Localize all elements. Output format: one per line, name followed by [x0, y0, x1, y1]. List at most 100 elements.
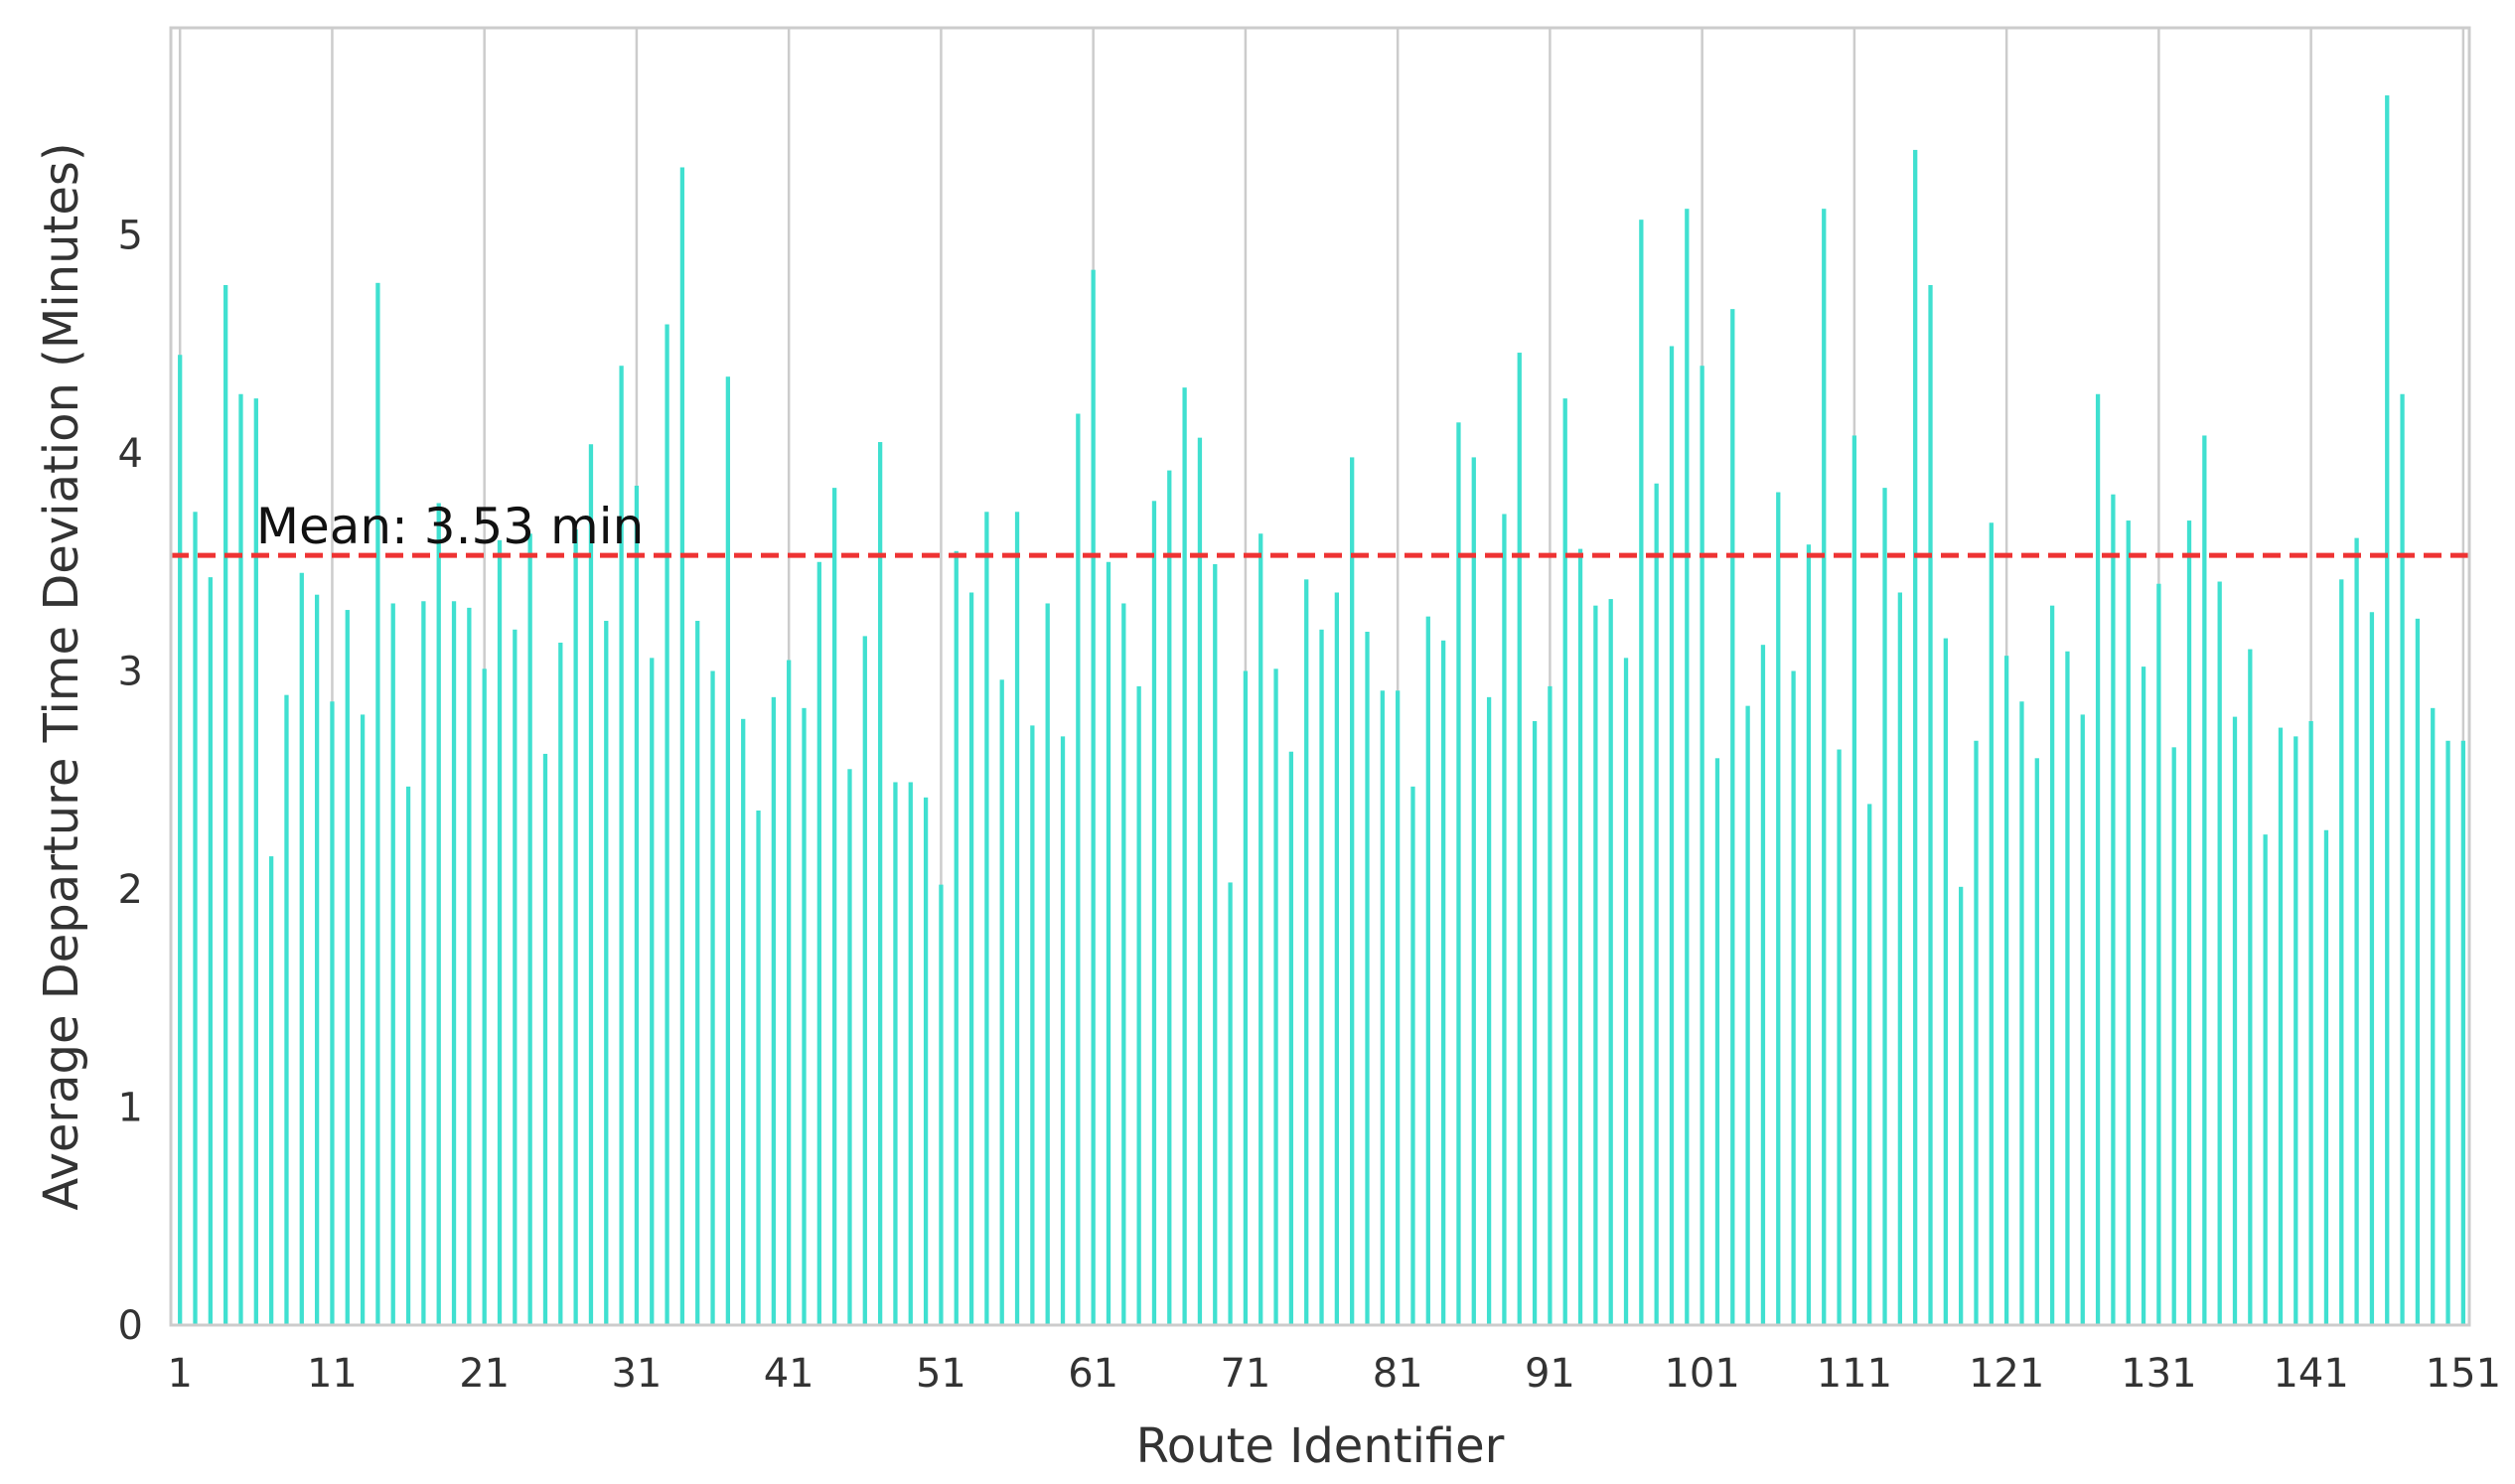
bar-route-114	[1897, 592, 1903, 1325]
bar-route-25	[542, 753, 548, 1325]
bar-route-89	[1517, 353, 1522, 1326]
bar-route-77	[1334, 592, 1340, 1325]
bar-route-39	[756, 810, 761, 1325]
bar-route-151	[2460, 740, 2466, 1325]
bar-route-107	[1791, 670, 1796, 1325]
bar-route-29	[604, 621, 609, 1325]
bar-route-138	[2263, 834, 2268, 1325]
bar-route-2	[193, 512, 198, 1325]
bar-route-99	[1669, 346, 1675, 1325]
x-tick-label-31: 31	[611, 1351, 662, 1397]
bar-route-66	[1167, 470, 1172, 1325]
bar-route-85	[1456, 422, 1461, 1326]
bar-route-61	[1091, 269, 1096, 1325]
bar-route-37	[725, 376, 731, 1326]
bar-route-144	[2354, 537, 2359, 1325]
x-tick-label-111: 111	[1817, 1351, 1892, 1397]
bar-route-147	[2400, 393, 2405, 1325]
bar-route-81	[1396, 690, 1401, 1325]
bar-route-98	[1654, 483, 1659, 1325]
bar-route-1	[178, 355, 183, 1326]
bar-route-72	[1258, 533, 1263, 1325]
bar-route-15	[390, 603, 395, 1325]
bar-route-44	[832, 488, 837, 1326]
bar-route-21	[482, 668, 487, 1325]
bar-route-23	[513, 629, 518, 1325]
bar-route-96	[1623, 658, 1629, 1325]
bar-route-49	[908, 782, 913, 1325]
bar-route-43	[816, 561, 821, 1325]
bar-route-8	[284, 694, 289, 1325]
bar-route-20	[467, 607, 472, 1325]
bar-route-110	[1837, 749, 1842, 1325]
x-tick-labels: 1 11 21 31 41 51 61 71 81 91 101 111 121 131 141 151	[167, 1351, 2501, 1397]
bar-route-145	[2369, 612, 2375, 1325]
bar-route-142	[2323, 829, 2329, 1325]
bar-route-31	[634, 485, 640, 1325]
bar-route-95	[1608, 599, 1613, 1325]
bar-route-129	[2126, 520, 2131, 1325]
bar-route-59	[1060, 736, 1066, 1325]
bar-route-120	[1989, 522, 1994, 1325]
bar-route-73	[1273, 668, 1278, 1325]
bar-route-36	[710, 670, 715, 1325]
bar-route-113	[1882, 488, 1887, 1326]
bar-route-121	[2003, 656, 2009, 1325]
bar-route-130	[2141, 667, 2146, 1325]
bar-route-139	[2278, 727, 2284, 1325]
mean-line-group: Mean: 3.53 min	[171, 498, 2469, 558]
bar-route-93	[1577, 548, 1583, 1325]
bar-route-141	[2308, 720, 2313, 1325]
x-tick-label-21: 21	[459, 1351, 510, 1397]
bar-route-26	[558, 642, 563, 1325]
bar-route-127	[2095, 393, 2101, 1325]
bar-route-124	[2049, 605, 2055, 1325]
bar-route-57	[1030, 725, 1035, 1325]
bar-route-128	[2111, 494, 2116, 1325]
bar-route-33	[665, 324, 669, 1325]
bar-route-74	[1288, 751, 1294, 1325]
bar-route-14	[375, 282, 380, 1326]
bar-route-83	[1425, 616, 1430, 1325]
bar-route-55	[999, 679, 1004, 1325]
bar-route-119	[1974, 740, 1979, 1325]
bar-route-131	[2156, 583, 2161, 1325]
bar-route-102	[1714, 758, 1720, 1325]
bar-route-12	[345, 610, 350, 1325]
bar-route-46	[862, 636, 867, 1325]
bar-route-140	[2293, 736, 2298, 1325]
bar-route-126	[2080, 714, 2085, 1325]
bar-route-97	[1639, 220, 1644, 1326]
x-tick-label-71: 71	[1220, 1351, 1270, 1397]
bar-route-79	[1365, 632, 1370, 1325]
bar-route-19	[451, 601, 457, 1325]
x-tick-label-91: 91	[1525, 1351, 1575, 1397]
bar-route-48	[893, 782, 898, 1325]
y-tick-label-0: 0	[118, 1303, 143, 1349]
y-tick-label-1: 1	[118, 1086, 143, 1131]
x-tick-label-61: 61	[1068, 1351, 1118, 1397]
bar-route-35	[695, 621, 700, 1325]
bar-route-4	[223, 285, 228, 1326]
bar-route-34	[679, 167, 685, 1326]
x-tick-label-41: 41	[764, 1351, 814, 1397]
bar-route-137	[2248, 649, 2253, 1325]
x-tick-label-1: 1	[167, 1351, 192, 1397]
bar-route-135	[2217, 581, 2222, 1325]
bar-route-143	[2339, 579, 2344, 1325]
x-tick-label-101: 101	[1664, 1351, 1739, 1397]
bar-route-63	[1121, 603, 1126, 1325]
bar-route-148	[2415, 618, 2421, 1325]
bar-route-134	[2202, 435, 2207, 1325]
bar-route-84	[1440, 640, 1446, 1325]
bar-route-112	[1867, 804, 1872, 1325]
bar-route-53	[968, 592, 974, 1325]
bar-route-54	[984, 512, 989, 1325]
y-tick-label-3: 3	[118, 650, 143, 695]
bar-route-86	[1471, 457, 1476, 1325]
bar-route-52	[954, 550, 959, 1325]
bars	[178, 95, 2466, 1326]
bar-route-68	[1197, 437, 1203, 1325]
x-tick-label-51: 51	[916, 1351, 966, 1397]
